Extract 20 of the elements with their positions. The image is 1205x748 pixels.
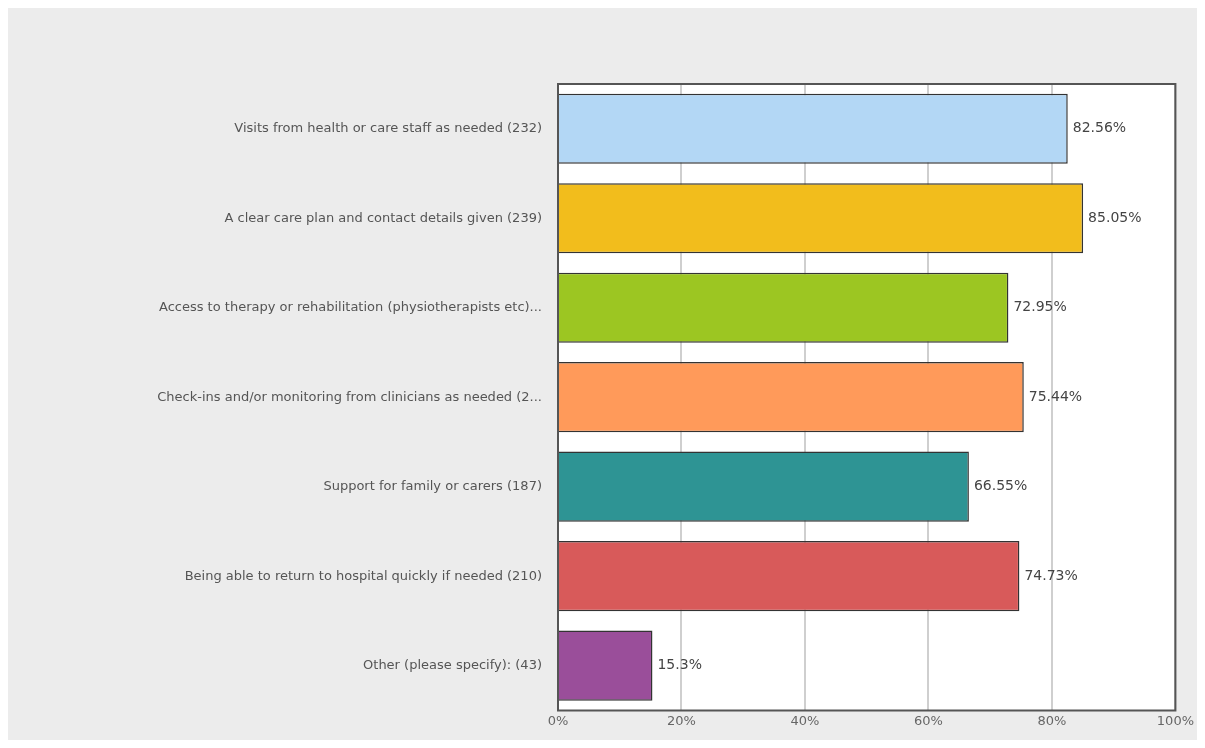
y-tick-label: Visits from health or care staff as needed (232)	[234, 120, 542, 136]
x-tick-label: 0%	[547, 712, 569, 728]
data-label: 72.95%	[1013, 298, 1067, 315]
y-tick-label: Being able to return to hospital quickly if needed (210)	[184, 567, 542, 583]
y-tick-label: Other (please specify): (43)	[363, 657, 542, 673]
data-label: 66.55%	[973, 477, 1028, 494]
y-tick-label: Support for family or carers (187)	[323, 478, 542, 494]
x-tick-label: 40%	[790, 712, 820, 728]
x-tick-label: 60%	[914, 712, 943, 728]
y-tick-label: Check-ins and/or monitoring from clinicians as needed (2...	[157, 388, 542, 404]
data-label: 85.05%	[1088, 208, 1142, 225]
y-tick-label: Access to therapy or rehabilitation (physiotherapists etc)...	[158, 299, 542, 315]
y-tick-label: A clear care plan and contact details given (239)	[224, 209, 542, 225]
x-tick-label: 80%	[1037, 712, 1067, 728]
x-tick-label: 20%	[667, 712, 696, 728]
x-tick-label: 100%	[1156, 712, 1194, 728]
data-label: 82.56%	[1072, 119, 1127, 136]
data-label: 74.73%	[1024, 566, 1078, 583]
data-label: 75.44%	[1028, 387, 1083, 404]
data-label: 15.3%	[657, 656, 702, 673]
